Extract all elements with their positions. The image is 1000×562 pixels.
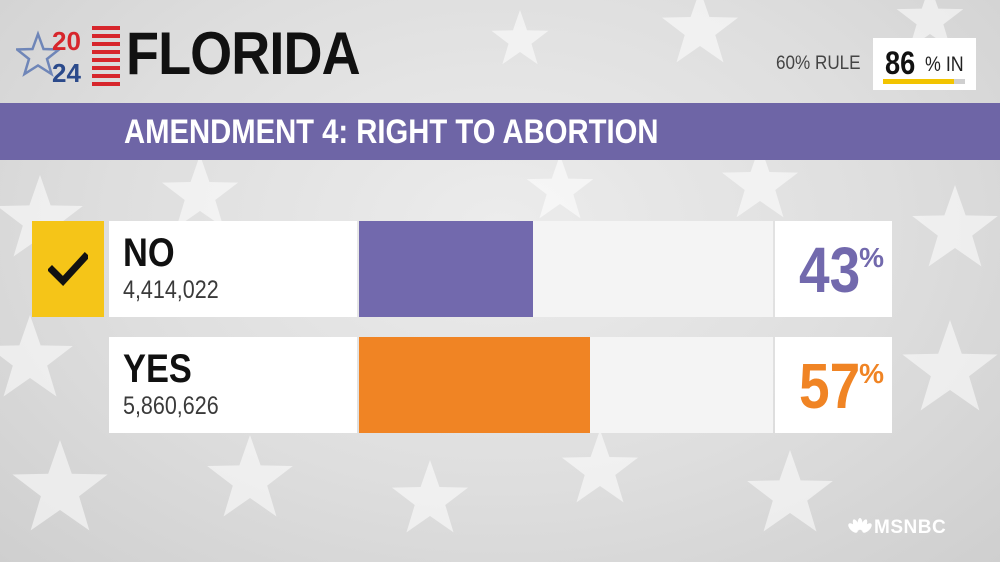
option-name-cell: NO 4,414,022	[109, 221, 357, 317]
logo-stripes	[92, 26, 120, 86]
percent-value: 57	[798, 350, 860, 422]
percent-sign: %	[859, 242, 884, 273]
logo-star-icon	[16, 30, 63, 77]
winner-check-box	[32, 221, 104, 317]
vote-bar-fill	[359, 221, 533, 317]
result-row-no: NO 4,414,022 43 %	[0, 221, 1000, 317]
checkmark-icon	[48, 252, 88, 287]
reporting-suffix: % IN	[925, 53, 964, 76]
vote-bar-fill	[359, 337, 590, 433]
peacock-icon	[848, 518, 872, 533]
percent-sign: %	[859, 358, 884, 389]
reporting-value: 86	[885, 45, 916, 81]
option-votes: 4,414,022	[123, 276, 219, 304]
option-label: YES	[123, 347, 192, 391]
title-band: AMENDMENT 4: RIGHT TO ABORTION	[0, 103, 1000, 160]
option-label: NO	[123, 231, 175, 275]
election-2024-logo: 20 24	[16, 26, 120, 88]
logo-year-bottom: 24	[52, 58, 81, 88]
percent-value: 43	[798, 234, 860, 306]
logo-year-top: 20	[52, 26, 81, 56]
state-title: FLORIDA	[126, 20, 361, 87]
rule-label: 60% RULE	[776, 53, 861, 74]
vote-bar-track	[359, 221, 773, 317]
percent-cell: 43 %	[775, 221, 892, 317]
vote-bar-track	[359, 337, 773, 433]
reporting-progress-track	[883, 79, 965, 84]
network-name: MSNBC	[874, 517, 947, 538]
measure-title: AMENDMENT 4: RIGHT TO ABORTION	[124, 113, 659, 151]
reporting-indicator: 86 % IN	[873, 38, 976, 90]
reporting-progress-fill	[883, 79, 954, 84]
result-row-yes: YES 5,860,626 57 %	[0, 337, 1000, 433]
percent-cell: 57 %	[775, 337, 892, 433]
option-votes: 5,860,626	[123, 392, 219, 420]
option-name-cell: YES 5,860,626	[109, 337, 357, 433]
